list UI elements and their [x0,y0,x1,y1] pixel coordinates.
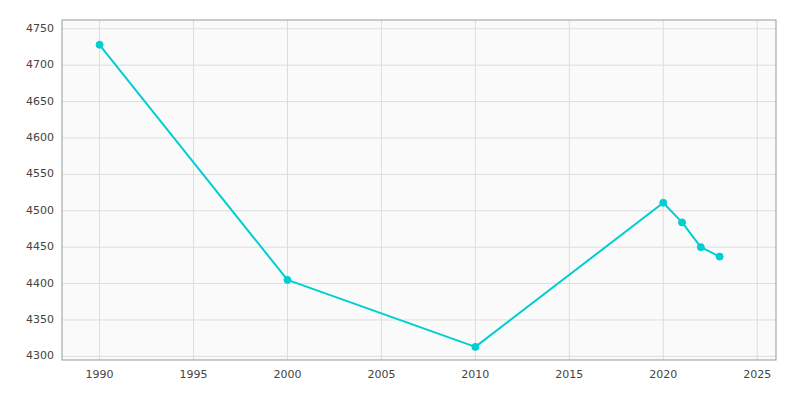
x-tick-label: 1990 [86,368,114,381]
y-grid-line [62,137,776,138]
y-tick-label: 4350 [26,313,54,326]
y-tick-label: 4750 [26,22,54,35]
x-tick-label: 2015 [555,368,583,381]
x-grid-line [475,20,476,360]
page: {"chart_data": {"type": "line", "x": [19… [0,0,800,400]
x-tick-label: 1995 [180,368,208,381]
x-tick-label: 2005 [367,368,395,381]
point [284,276,291,283]
y-grid-line [62,65,776,66]
y-tick-label: 4700 [26,58,54,71]
x-grid-line [757,20,758,360]
line [100,45,720,347]
point [716,253,723,260]
y-grid-line [62,210,776,211]
point [679,219,686,226]
y-grid-line [62,28,776,29]
point [697,244,704,251]
plot-frame [62,20,776,360]
x-grid-line [381,20,382,360]
x-grid-line [99,20,100,360]
y-grid-line [62,356,776,357]
y-grid-line [62,101,776,102]
y-tick-label: 4300 [26,349,54,362]
x-grid-line [569,20,570,360]
tick-labels: 4300 4350 4400 4450 4500 4550 4600 4650 4700 4750… [26,22,771,381]
point [660,199,667,206]
chart-container: 4300 4350 4400 4450 4500 4550 4600 4650 4700 4750… [0,0,800,400]
y-tick-label: 4400 [26,277,54,290]
y-grid-line [62,174,776,175]
point [472,343,479,350]
y-grid-line [62,283,776,284]
chart: 4300 4350 4400 4450 4500 4550 4600 4650 4700 4750… [0,0,800,400]
x-grid-line [193,20,194,360]
x-tick-label: 2025 [743,368,771,381]
x-grid-line [663,20,664,360]
point [96,41,103,48]
y-tick-label: 4550 [26,167,54,180]
x-tick-label: 2020 [649,368,677,381]
x-tick-label: 2000 [273,368,301,381]
y-grid-line [62,319,776,320]
x-grid-line [287,20,288,360]
grid [62,20,776,360]
y-tick-label: 4650 [26,95,54,108]
series [96,41,723,350]
y-grid-line [62,247,776,248]
x-tick-label: 2010 [461,368,489,381]
y-tick-label: 4500 [26,204,54,217]
y-tick-label: 4600 [26,131,54,144]
plot-area [62,20,776,360]
y-tick-label: 4450 [26,240,54,253]
